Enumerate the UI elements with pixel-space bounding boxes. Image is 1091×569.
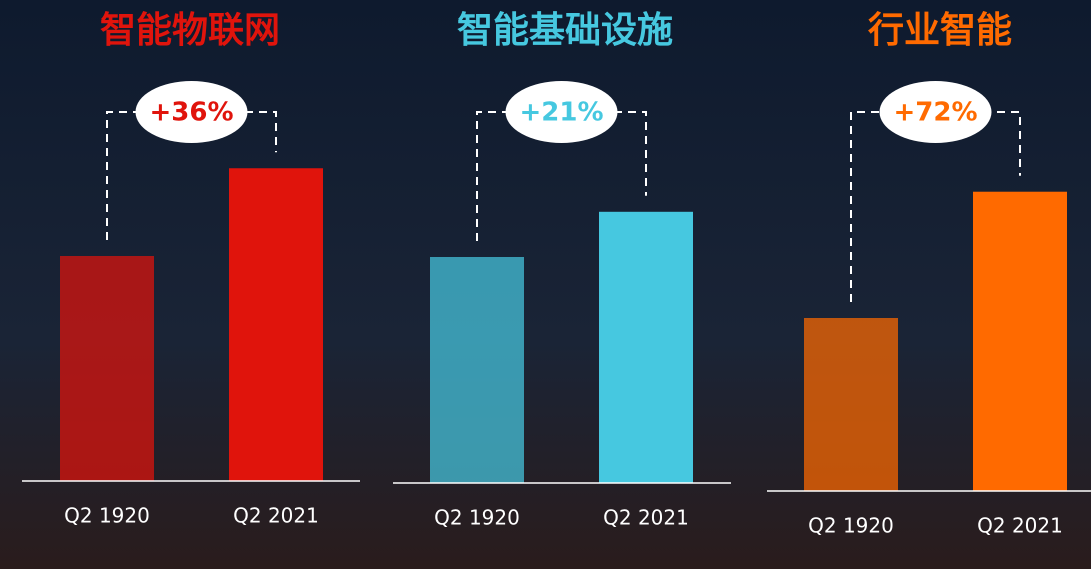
x-tick-label: Q2 1920: [64, 504, 150, 528]
x-tick-label: Q2 1920: [808, 514, 894, 538]
panel-title: 行业智能: [868, 10, 1012, 51]
x-tick-label: Q2 1920: [434, 506, 520, 530]
growth-label: +36%: [149, 98, 233, 128]
bar: [599, 211, 693, 484]
panel-title: 智能基础设施: [457, 10, 673, 51]
bar: [430, 257, 524, 483]
bar: [804, 318, 898, 491]
panel-title: 智能物联网: [100, 10, 280, 51]
growth-label: +21%: [519, 98, 603, 128]
x-tick-label: Q2 2021: [603, 506, 689, 530]
bar: [229, 168, 323, 481]
label-bubble: [879, 81, 992, 143]
label-bubble: [135, 81, 248, 143]
bar: [60, 256, 154, 481]
bar: [973, 191, 1067, 491]
label-bubble: [505, 81, 618, 143]
x-tick-label: Q2 2021: [977, 514, 1063, 538]
x-tick-label: Q2 2021: [233, 504, 319, 528]
growth-label: +72%: [893, 98, 977, 128]
